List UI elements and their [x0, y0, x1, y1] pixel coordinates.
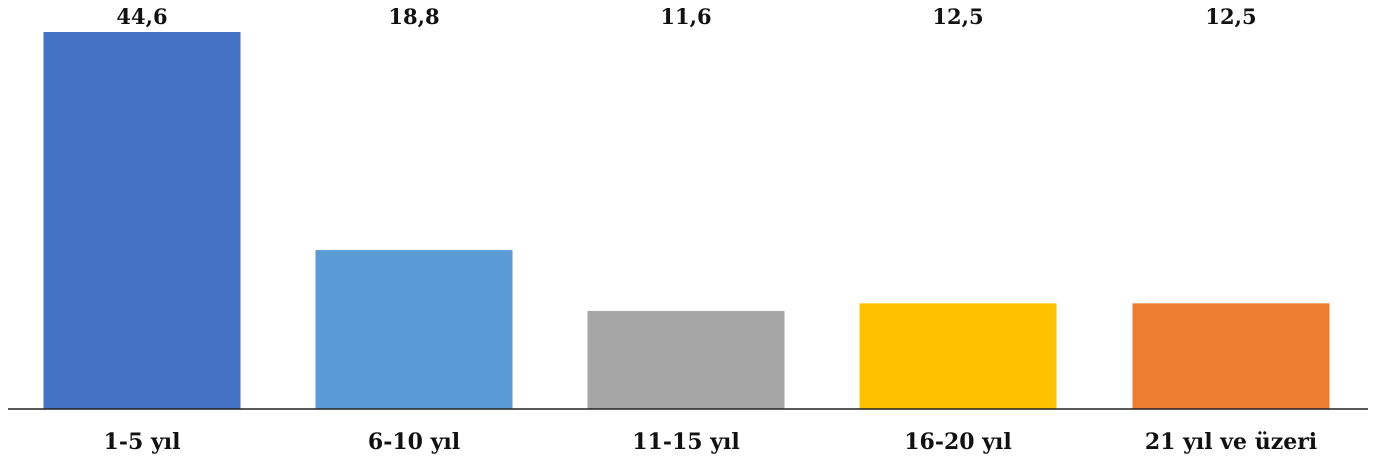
bar	[859, 303, 1057, 409]
bars-group	[43, 32, 1330, 409]
bar	[315, 250, 513, 409]
bar-value-label: 11,6	[660, 4, 711, 29]
category-label: 6-10 yıl	[368, 429, 460, 455]
category-label: 11-15 yıl	[632, 429, 740, 455]
bar-value-label: 44,6	[116, 4, 167, 29]
bar	[587, 310, 785, 409]
category-label: 16-20 yıl	[904, 429, 1012, 455]
bar-value-label: 12,5	[1205, 4, 1256, 29]
category-labels-group: 1-5 yıl 6-10 yıl 11-15 yıl 16-20 yıl 21 yıl …	[104, 429, 1318, 455]
bar	[1132, 303, 1330, 409]
bar	[43, 32, 241, 409]
bar-value-label: 12,5	[932, 4, 983, 29]
value-labels-group: 44,6 18,8 11,6 12,5 12,5	[116, 4, 1256, 29]
category-label: 21 yıl ve üzeri	[1145, 429, 1317, 455]
bar-value-label: 18,8	[388, 4, 439, 29]
category-label: 1-5 yıl	[104, 429, 181, 455]
